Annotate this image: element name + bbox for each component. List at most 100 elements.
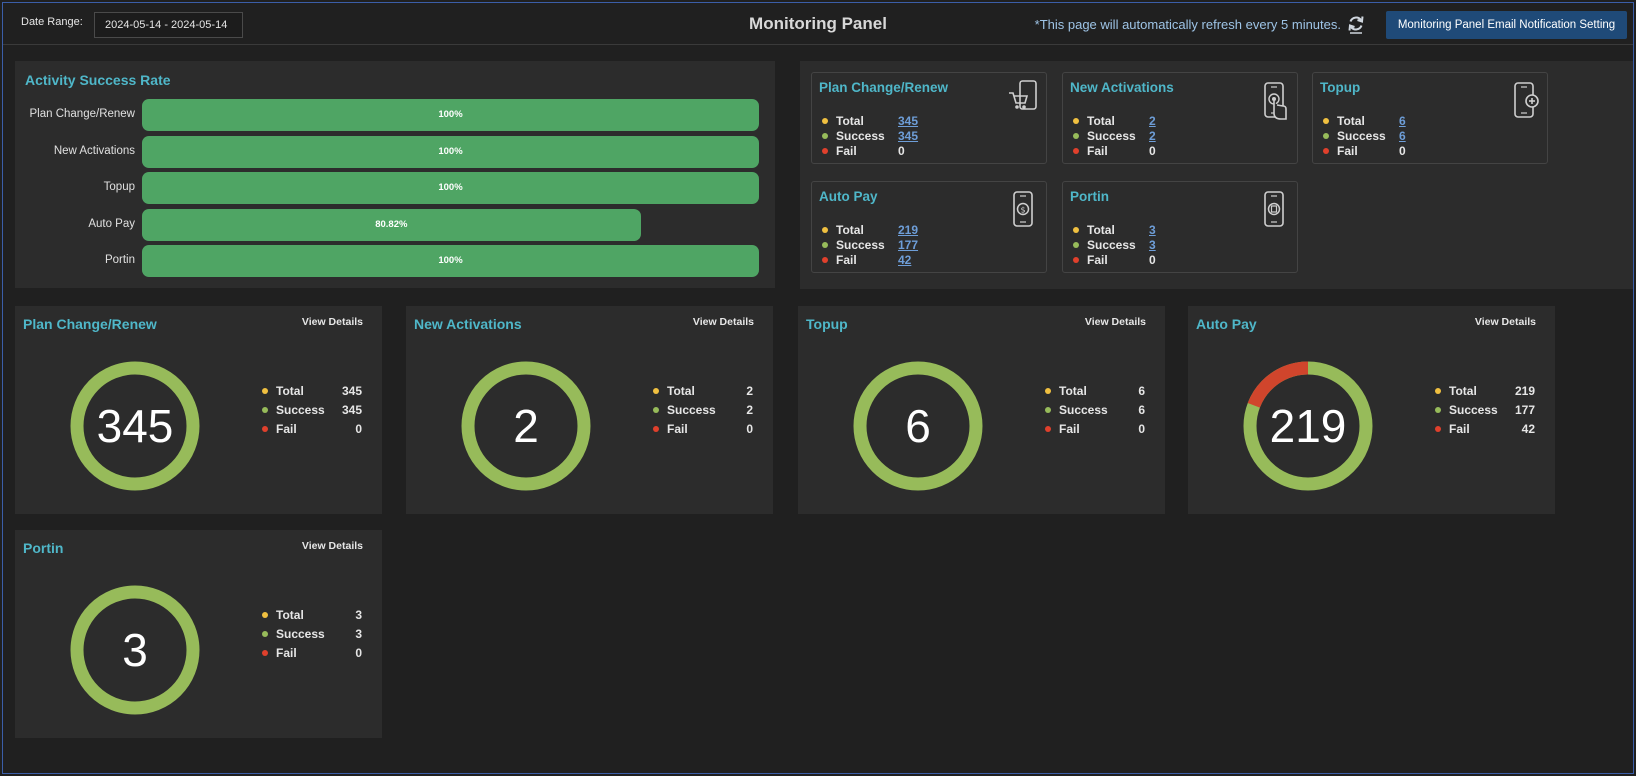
view-details-link[interactable]: View Details [1474,316,1536,328]
status-dot [262,650,268,656]
status-dot [822,118,828,124]
stat-label: Fail [1087,144,1108,158]
stat-link[interactable]: 219 [898,223,919,237]
donut-stat-value: 219 [1514,384,1535,398]
donut-stat-value: 0 [355,646,362,660]
donut-stat-row: Total 6 [1045,384,1145,398]
stat-link[interactable]: 345 [898,114,919,128]
donut-chart [70,361,200,491]
status-dot [1073,118,1079,124]
success-rate-row: Auto Pay 80.82% [15,208,775,241]
page-title: Monitoring Panel [749,14,887,33]
donut-chart [461,361,591,491]
stat-link[interactable]: 6 [1399,114,1406,128]
view-details-link[interactable]: View Details [692,316,754,328]
refresh-icon[interactable] [1347,14,1365,34]
stat-label: Total [836,114,864,128]
donut-chart [70,585,200,715]
stat-label: Total [1087,114,1115,128]
status-dot [1073,148,1079,154]
stat-label: Total [1337,114,1365,128]
summary-card-title: Plan Change/Renew [819,80,949,95]
status-dot [1435,426,1441,432]
summary-cards-panel: Plan Change/Renew Total 345 Success 345 Fail 0… [800,61,1633,289]
success-rate-value: 100% [438,145,463,157]
donut-stat-row: Success 6 [1045,403,1145,417]
donut-stat-row: Success 3 [262,627,362,641]
stat-link[interactable]: 3 [1149,223,1156,237]
stat-link[interactable]: 42 [898,253,912,267]
donut-stat-row: Total 2 [653,384,753,398]
donut-stat-label: Fail [276,646,297,660]
summary-card: Portin Total 3 Success 3 Fail 0 [1062,181,1298,273]
phone-plus-icon [1514,82,1539,118]
donut-card: New Activations View Details 2 Total 2 Succes… [406,306,773,514]
stat-row: Fail 0 [822,144,905,158]
donut-stat-row: Total 3 [262,608,362,622]
stat-row: Total 219 [822,223,918,237]
success-rate-bar: 100% [142,172,759,204]
summary-card: Auto Pay $ Total 219 Success 177 Fail 42 [811,181,1047,273]
status-dot [262,426,268,432]
summary-card: Topup Total 6 Success 6 Fail 0 [1312,72,1548,164]
stat-row: Total 345 [822,114,918,128]
donut-card-title: Portin [23,540,64,556]
stat-link[interactable]: 177 [898,238,919,252]
stat-label: Success [1087,129,1136,143]
donut-stat-row: Fail 0 [262,422,362,436]
donut-stat-label: Total [1059,384,1087,398]
status-dot [653,388,659,394]
view-details-link[interactable]: View Details [1084,316,1146,328]
donut-success-arc [70,585,200,715]
view-details-link[interactable]: View Details [301,540,363,552]
stat-row: Success 6 [1323,129,1406,143]
summary-card: Plan Change/Renew Total 345 Success 345 Fail 0 [811,72,1047,164]
view-details-link[interactable]: View Details [301,316,363,328]
status-dot [653,407,659,413]
success-rate-label: Topup [103,181,135,193]
donut-stat-label: Total [1449,384,1477,398]
success-rate-title: Activity Success Rate [25,72,171,88]
stat-link[interactable]: 3 [1149,238,1156,252]
success-rate-track: 100% [142,245,759,277]
summary-card-title: Topup [1320,80,1361,95]
success-rate-row: New Activations 100% [15,135,775,168]
status-dot [1073,227,1079,233]
stat-link[interactable]: 2 [1149,129,1156,143]
success-rate-row: Portin 100% [15,245,775,277]
status-dot [1045,388,1051,394]
stat-link[interactable]: 2 [1149,114,1156,128]
success-rate-track: 100% [142,99,759,131]
stat-row: Success 177 [822,238,918,252]
stat-link[interactable]: 345 [898,129,919,143]
success-rate-bar: 100% [142,245,759,277]
donut-card: Topup View Details 6 Total 6 Success 6 Fail 0 [798,306,1165,514]
success-rate-track: 100% [142,172,759,204]
donut-stat-value: 6 [1138,403,1145,417]
status-dot [1073,133,1079,139]
donut-stat-value: 345 [341,384,362,398]
donut-success-arc [70,361,200,491]
stat-row: Success 345 [822,129,918,143]
stat-label: Total [836,223,864,237]
status-dot [653,426,659,432]
donut-stat-value: 3 [355,608,362,622]
success-rate-label: Portin [104,254,135,266]
stat-value: 0 [1149,253,1156,267]
donut-stat-row: Total 219 [1435,384,1535,398]
stat-row: Total 3 [1073,223,1156,237]
donut-chart [1243,361,1373,491]
donut-total-number: 3 [122,624,148,676]
status-dot [822,257,828,263]
stat-row: Fail 0 [1073,253,1156,267]
stat-row: Fail 42 [822,253,911,267]
email-notification-setting-button[interactable]: Monitoring Panel Email Notification Sett… [1386,11,1627,39]
donut-stat-row: Success 345 [262,403,362,417]
date-range-input[interactable] [94,12,243,38]
status-dot [1323,133,1329,139]
stat-link[interactable]: 6 [1399,129,1406,143]
stat-row: Fail 0 [1323,144,1406,158]
stat-row: Success 2 [1073,129,1156,143]
summary-card: New Activations Total 2 Success 2 Fail 0 [1062,72,1298,164]
donut-stat-value: 0 [355,422,362,436]
